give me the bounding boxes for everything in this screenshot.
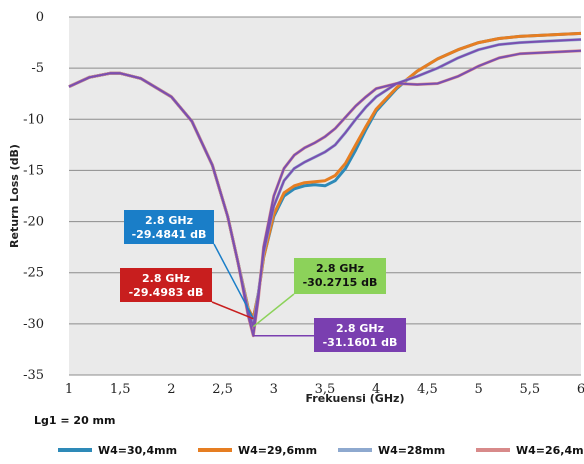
- y-tick-label: -25: [23, 266, 44, 281]
- annotation-frequency: 2.8 GHz: [145, 214, 193, 227]
- series-lines: [68, 31, 582, 338]
- y-tick-label: -20: [23, 215, 44, 230]
- overlay-line-2: [68, 49, 582, 337]
- x-tick-label: 5: [474, 382, 482, 397]
- legend-item: W4=30,4mm: [58, 440, 177, 460]
- x-tick-label: 6: [577, 382, 584, 397]
- y-tick-label: -10: [23, 112, 44, 127]
- annotation-value: -30.2715 dB: [303, 276, 378, 289]
- annotations: 2.8 GHz-29.4841 dB2.8 GHz-29.4983 dB2.8 …: [120, 210, 406, 352]
- legend-item: W4=26,4mm: [476, 440, 584, 460]
- annotation-value: -29.4841 dB: [132, 228, 207, 241]
- x-axis-ticks: 1 1,5 2 2,5 3 3,5 4 4,5 5 5,5 6: [65, 382, 584, 397]
- annotation-box-3: [294, 258, 386, 294]
- legend-item: W4=28mm: [338, 440, 445, 460]
- y-axis-ticks: 0 -5 -10 -15 -20 -25 -30 -35: [23, 10, 44, 383]
- legend: W4=30,4mm W4=29,6mm W4=28mm W4=26,4mm: [58, 440, 584, 460]
- y-tick-label: -15: [23, 163, 44, 178]
- legend-swatch: [476, 448, 510, 452]
- x-tick-label: 4: [372, 382, 380, 397]
- legend-swatch: [198, 448, 232, 452]
- x-tick-label: 1,5: [110, 382, 131, 397]
- x-tick-label: 4,5: [417, 382, 438, 397]
- x-tick-label: 2: [167, 382, 175, 397]
- legend-label: W4=29,6mm: [238, 443, 318, 457]
- annotation-leaders: [211, 243, 314, 337]
- y-tick-label: -30: [23, 317, 44, 332]
- legend-swatch: [338, 448, 372, 452]
- annotation-leader-1: [213, 243, 254, 319]
- x-axis-title: Frekuensi (GHz): [306, 392, 405, 405]
- annotation-frequency: 2.8 GHz: [142, 272, 190, 285]
- legend-label: W4=30,4mm: [98, 443, 178, 457]
- legend-item: W4=29,6mm: [198, 440, 317, 460]
- plot-area: [69, 17, 581, 375]
- x-tick-label: 2,5: [212, 382, 233, 397]
- x-tick-label: 1: [65, 382, 73, 397]
- x-tick-label: 5,5: [519, 382, 540, 397]
- annotation-leader-2: [211, 301, 254, 320]
- legend-label: W4=26,4mm: [516, 443, 584, 457]
- y-tick-label: 0: [36, 10, 44, 25]
- legend-label: W4=28mm: [378, 443, 446, 457]
- annotation-leader-3: [252, 293, 295, 328]
- annotation-frequency: 2.8 GHz: [336, 322, 384, 335]
- annotation-frequency: 2.8 GHz: [316, 262, 364, 275]
- y-axis-title: Return Loss (dB): [8, 144, 21, 248]
- annotation-box-2: [120, 268, 212, 302]
- y-tick-label: -35: [23, 368, 44, 383]
- annotation-box-1: [124, 210, 214, 244]
- y-tick-label: -5: [31, 61, 44, 76]
- x-tick-label: 3,5: [315, 382, 336, 397]
- annotation-value: -29.4983 dB: [129, 286, 204, 299]
- annotation-box-4: [314, 318, 406, 352]
- legend-swatch: [58, 448, 92, 452]
- parameter-note: Lg1 = 20 mm: [34, 414, 116, 427]
- annotation-value: -31.1601 dB: [323, 336, 398, 349]
- return-loss-chart: 0 -5 -10 -15 -20 -25 -30 -35 1 1,5 2 2,5 3 3,5 4 4,5 5 5…: [8, 10, 584, 405]
- x-tick-label: 3: [270, 382, 278, 397]
